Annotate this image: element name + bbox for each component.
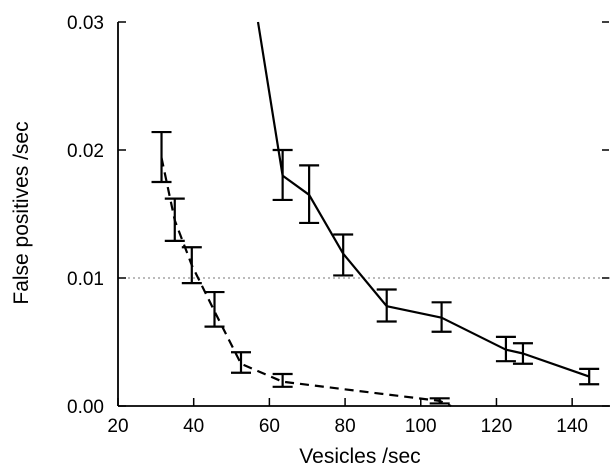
error-bar bbox=[272, 372, 293, 388]
x-tick-label: 140 bbox=[556, 416, 588, 437]
error-bar bbox=[429, 397, 450, 405]
x-axis-title: Vesicles /sec bbox=[299, 445, 420, 468]
y-tick-label: 0.01 bbox=[67, 269, 104, 290]
error-bar bbox=[151, 130, 172, 184]
y-tick-label: 0.00 bbox=[67, 397, 104, 418]
y-axis-title: False positives /sec bbox=[10, 121, 33, 304]
series-2-line bbox=[256, 21, 590, 378]
series-1-line bbox=[160, 157, 452, 408]
x-tick-label: 80 bbox=[335, 416, 356, 437]
plot-frame bbox=[117, 22, 610, 407]
tick-layer: 0.00 0.01 0.02 0.03 20 40 60 80 100 120 140 bbox=[67, 13, 609, 437]
error-bar bbox=[376, 288, 397, 323]
error-bar bbox=[333, 233, 354, 277]
x-tick-label: 120 bbox=[481, 416, 513, 437]
x-tick-label: 60 bbox=[259, 416, 280, 437]
x-tick-label: 40 bbox=[183, 416, 204, 437]
error-bar bbox=[512, 342, 533, 365]
y-tick-label: 0.03 bbox=[67, 13, 104, 34]
error-bar bbox=[299, 164, 320, 225]
x-tick-label: 20 bbox=[107, 416, 128, 437]
error-bar bbox=[431, 301, 452, 333]
y-tick-label: 0.02 bbox=[67, 141, 104, 162]
error-bar bbox=[231, 351, 251, 374]
error-bar bbox=[579, 367, 600, 386]
error-bar bbox=[204, 290, 225, 328]
error-bar bbox=[181, 246, 202, 285]
error-bar bbox=[164, 197, 185, 242]
x-tick-label: 100 bbox=[405, 416, 437, 437]
error-bar bbox=[272, 148, 293, 202]
series-layer bbox=[151, 21, 600, 408]
error-bar bbox=[495, 335, 516, 363]
